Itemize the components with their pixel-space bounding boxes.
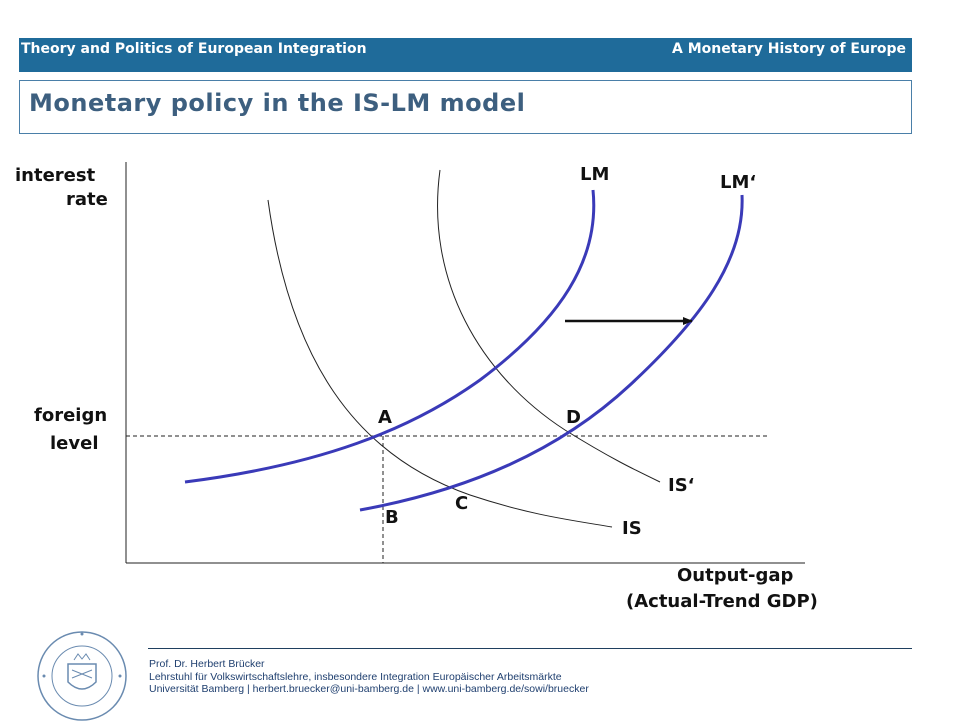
point-d-label: D xyxy=(566,407,581,428)
point-b-label: B xyxy=(385,507,399,528)
foreign-level-label-foreign: foreign xyxy=(34,405,108,426)
lecture-title: A Monetary History of Europe xyxy=(672,41,906,57)
slide-title-box: Monetary policy in the IS-LM model xyxy=(19,80,912,134)
y-axis-label-interest: interest xyxy=(15,165,96,186)
x-axis-label-output-gap: Output-gap xyxy=(677,565,794,586)
lm-curve xyxy=(184,189,596,484)
footer-text: Prof. Dr. Herbert Brücker Lehrstuhl für … xyxy=(149,658,589,696)
footer-divider xyxy=(148,648,912,649)
lm-shifted-curve xyxy=(359,194,744,512)
slide-title: Monetary policy in the IS-LM model xyxy=(29,89,526,117)
footer-contact: Universität Bamberg | herbert.bruecker@u… xyxy=(149,683,589,695)
lm-label: LM xyxy=(580,164,610,185)
y-axis-label-rate: rate xyxy=(66,189,108,210)
is-shifted-label: IS‘ xyxy=(668,475,695,496)
is-shifted-curve xyxy=(437,169,661,483)
x-axis-label-actual-trend: (Actual-Trend GDP) xyxy=(626,591,818,612)
header-bar: Theory and Politics of European Integrat… xyxy=(19,38,912,72)
university-seal-logo xyxy=(37,631,127,721)
footer-professor: Prof. Dr. Herbert Brücker xyxy=(149,658,265,670)
foreign-level-label-level: level xyxy=(50,433,99,454)
lm-shifted-label: LM‘ xyxy=(720,172,757,193)
is-label: IS xyxy=(622,518,642,539)
course-title: Theory and Politics of European Integrat… xyxy=(21,41,367,57)
is-curve xyxy=(267,199,613,528)
point-c-label: C xyxy=(455,493,469,514)
point-a-label: A xyxy=(378,407,392,428)
footer-chair: Lehrstuhl für Volkswirtschaftslehre, ins… xyxy=(149,670,562,683)
